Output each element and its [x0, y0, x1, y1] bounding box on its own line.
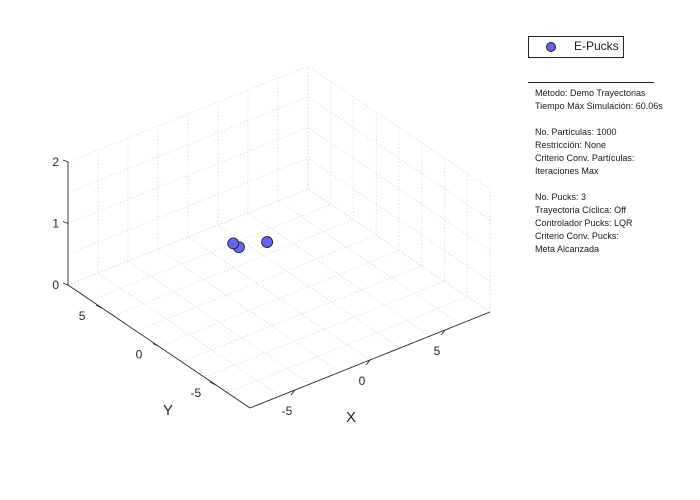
grid-line — [204, 280, 445, 378]
grid-line — [307, 188, 491, 313]
info-divider — [528, 82, 654, 83]
legend: E-Pucks — [528, 36, 624, 58]
info-line: Controlador Pucks: LQR — [535, 218, 633, 228]
x-tick-mark — [290, 389, 296, 396]
grid-line — [181, 265, 422, 363]
info-line: Criterio Conv. Partículas: — [535, 153, 635, 163]
y-tick-label: -5 — [191, 386, 202, 400]
info-line: Trayectoria Cíclica: Off — [535, 205, 627, 215]
grid-line — [67, 65, 309, 163]
z-tick-label: 2 — [52, 155, 59, 169]
grid-line — [307, 157, 491, 282]
z-tick-label: 0 — [52, 278, 59, 292]
info-line: Tiempo Máx Simulación: 60.06s — [535, 101, 663, 111]
grid-line — [227, 296, 468, 393]
x-tick-label: 5 — [434, 344, 441, 358]
legend-marker-icon — [546, 42, 556, 52]
y-tick-mark — [209, 381, 217, 386]
x-tick-label: 0 — [359, 374, 366, 388]
info-line: Método: Demo Trayectorias — [535, 88, 646, 98]
info-line — [535, 113, 695, 126]
grid-line — [113, 219, 354, 317]
x-tick-label: -5 — [282, 404, 293, 418]
grid-line — [136, 234, 377, 332]
grid-line — [307, 96, 491, 221]
y-tick-mark — [152, 343, 160, 347]
z-tick-label: 1 — [52, 217, 59, 231]
axes — [67, 162, 491, 409]
x-axis-label: X — [346, 409, 356, 426]
x-tick-mark — [440, 329, 446, 336]
grid-line — [67, 188, 309, 286]
info-line: No. Pucks: 3 — [535, 192, 587, 202]
grid-line — [67, 157, 309, 255]
grid-line — [307, 65, 491, 190]
grid-line — [158, 250, 400, 347]
y-axis-label: Y — [163, 402, 173, 419]
tick-labels: -5 0 5 -5 0 5 0 1 2 — [52, 155, 446, 418]
info-line: Iteraciones Max — [535, 166, 599, 176]
z-tick-mark — [62, 159, 69, 163]
x-tick-mark — [365, 359, 371, 366]
simulation-info-panel: Método: Demo Trayectorias Tiempo Máx Simu… — [535, 87, 695, 256]
grid-line — [307, 127, 491, 251]
grid-line — [90, 204, 331, 301]
info-line: Restricción: None — [535, 140, 607, 150]
info-line: Meta Alcanzada — [535, 244, 600, 254]
grid — [67, 65, 491, 409]
grid-line — [67, 96, 309, 194]
legend-label: E-Pucks — [574, 39, 619, 53]
data-points — [227, 236, 274, 254]
grid-line — [277, 200, 461, 325]
info-line: No. Partículas: 1000 — [535, 127, 617, 137]
z-tick-mark — [62, 221, 69, 224]
grid-line — [67, 127, 309, 224]
grid-line — [127, 260, 311, 385]
grid-line — [157, 248, 341, 373]
epuck-point — [261, 236, 274, 248]
z-tick-mark — [62, 282, 69, 286]
y-tick-label: 5 — [79, 309, 86, 323]
y-tick-mark — [95, 304, 103, 309]
epuck-point — [227, 237, 240, 250]
y-tick-label: 0 — [136, 348, 143, 362]
info-line: Criterio Conv. Pucks: — [535, 231, 619, 241]
info-line — [535, 178, 695, 191]
grid-line — [187, 236, 371, 361]
